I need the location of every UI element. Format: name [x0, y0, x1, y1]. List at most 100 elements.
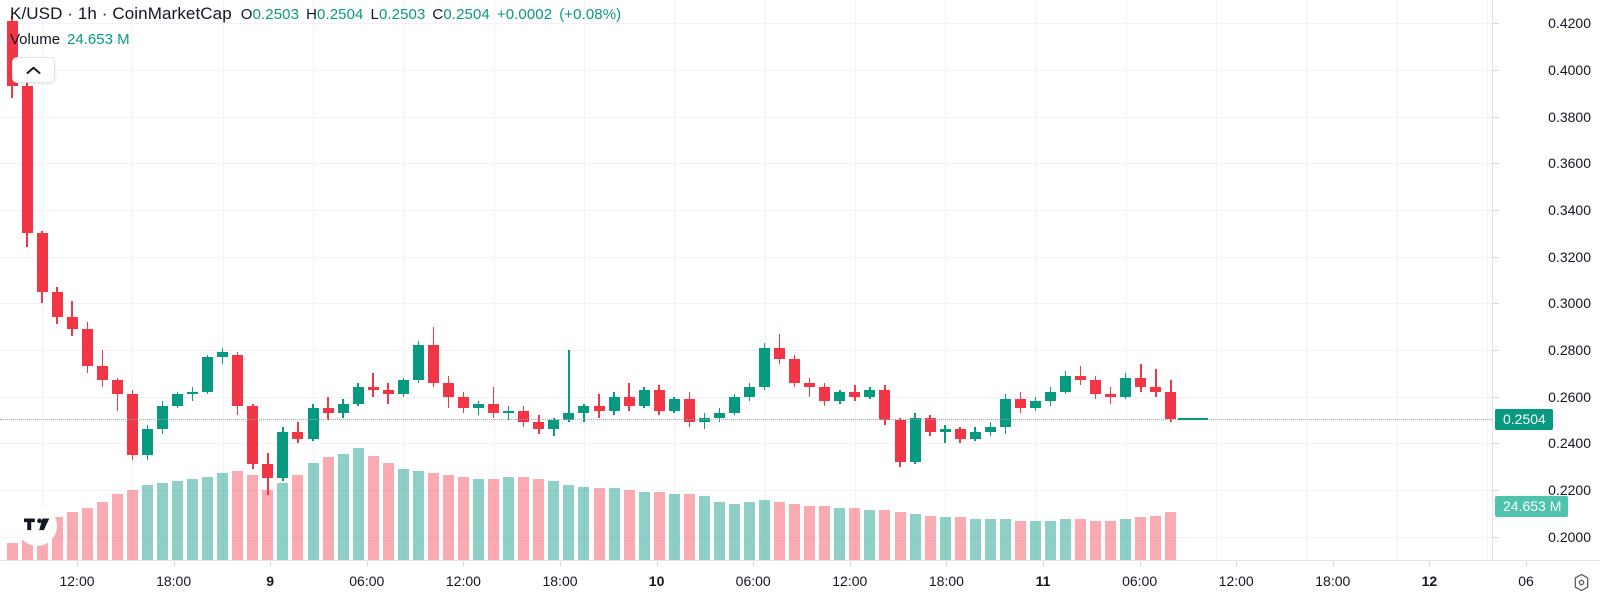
- volume-bar: [683, 494, 695, 560]
- volume-label[interactable]: Volume: [10, 31, 61, 48]
- volume-bar: [789, 503, 801, 560]
- volume-bar: [774, 501, 786, 560]
- candle-body: [142, 429, 153, 455]
- gridline-horizontal: [0, 396, 1492, 398]
- volume-bar: [187, 478, 199, 560]
- candle-body: [834, 392, 846, 402]
- volume-bar: [999, 519, 1011, 560]
- candle-body: [638, 389, 650, 406]
- gridline-horizontal: [0, 350, 1492, 351]
- time-axis-label: 12:00: [832, 573, 868, 589]
- legend-title-row: K/USD · 1h · CoinMarketCap O0.2503 H0.2504…: [10, 3, 621, 26]
- candle-body: [217, 352, 229, 357]
- gridline-horizontal: [0, 256, 1492, 258]
- volume-bar: [307, 463, 319, 560]
- candle-body: [578, 406, 590, 413]
- candle-body: [307, 408, 319, 439]
- change-absolute: +0.0002: [496, 6, 553, 23]
- time-axis-tick: [1332, 561, 1334, 566]
- candle-body: [172, 394, 184, 406]
- price-axis-label: 0.2600: [1548, 388, 1591, 405]
- volume-bar: [713, 501, 725, 560]
- volume-bar: [578, 486, 590, 560]
- time-axis-label: 18:00: [156, 573, 192, 589]
- gridline-horizontal: [0, 443, 1492, 445]
- price-axis-label: 0.3800: [1548, 108, 1591, 125]
- candle-body: [1150, 387, 1162, 392]
- low-value: 0.2503: [378, 6, 426, 23]
- time-axis-label: 12:00: [445, 573, 481, 589]
- volume-bar: [728, 503, 740, 560]
- price-axis-label: 0.2000: [1548, 528, 1591, 545]
- candle-body: [96, 366, 108, 381]
- candle-wick: [568, 350, 570, 423]
- gridline-vertical: [403, 0, 405, 560]
- volume-bar: [984, 519, 996, 560]
- candle-body: [292, 431, 304, 439]
- volume-bar: [533, 478, 545, 560]
- price-line-stub: [1177, 418, 1208, 421]
- gridline-vertical: [1486, 0, 1488, 560]
- chevron-up-icon: [26, 66, 41, 74]
- volume-bar: [744, 501, 755, 560]
- settings-button[interactable]: [1570, 571, 1592, 593]
- symbol-title[interactable]: K/USD · 1h · CoinMarketCap: [10, 4, 232, 23]
- price-axis-tick: [1493, 23, 1499, 25]
- time-axis-tick: [1526, 561, 1527, 566]
- candle-body: [608, 396, 620, 411]
- time-axis-tick: [1139, 561, 1141, 566]
- candle-body: [894, 420, 906, 462]
- gridline-vertical: [854, 0, 856, 560]
- volume-bar: [864, 509, 876, 560]
- volume-bar: [458, 476, 469, 560]
- candle-body: [6, 21, 18, 87]
- tradingview-logo[interactable]: [17, 506, 57, 546]
- volume-bar: [126, 490, 138, 560]
- volume-bar: [909, 513, 921, 560]
- chart-plot-area[interactable]: [0, 0, 1492, 560]
- time-axis-tick: [366, 561, 368, 566]
- price-axis-tick: [1493, 443, 1499, 445]
- candle-body: [518, 410, 530, 423]
- volume-bar: [879, 509, 891, 560]
- time-axis-label: 06:00: [1122, 573, 1158, 589]
- gridline-vertical: [1216, 0, 1217, 560]
- gridline-horizontal: [0, 23, 1492, 25]
- price-axis-tick: [1493, 350, 1499, 351]
- candle-wick: [944, 424, 946, 444]
- time-axis-tick: [560, 561, 561, 566]
- price-axis-tick: [1493, 490, 1499, 491]
- candle-body: [1060, 375, 1071, 392]
- volume-bar: [638, 492, 650, 560]
- volume-bar: [142, 484, 153, 560]
- volume-bar: [1060, 519, 1071, 560]
- chart-legend: K/USD · 1h · CoinMarketCap O0.2503 H0.2504…: [10, 3, 621, 50]
- price-axis[interactable]: 0.4200 0.4000 0.3800 0.3600 0.3400 0.3200 0.30…: [1492, 0, 1600, 560]
- volume-bar: [217, 472, 229, 560]
- volume-bar: [352, 447, 364, 560]
- time-axis-tick: [656, 561, 658, 566]
- candle-body: [744, 387, 755, 397]
- candle-body: [367, 387, 379, 390]
- candle-body: [819, 387, 831, 402]
- price-axis-label: 0.2400: [1548, 435, 1591, 452]
- candle-body: [804, 382, 816, 388]
- time-axis[interactable]: 12:00 18:00 9 06:00 12:00 18:00 10 06:00 12:00 18…: [0, 560, 1600, 602]
- close-label: C: [432, 6, 444, 23]
- gridline-vertical: [1396, 0, 1398, 560]
- volume-bar: [894, 511, 906, 560]
- volume-bar: [759, 500, 770, 560]
- gear-icon: [1574, 573, 1588, 591]
- candle-body: [337, 403, 349, 413]
- price-axis-label: 0.3200: [1548, 248, 1591, 265]
- low-label: L: [370, 6, 379, 23]
- volume-bar: [382, 463, 394, 560]
- candle-body: [593, 406, 605, 411]
- volume-bar: [593, 488, 605, 560]
- volume-bar: [232, 471, 244, 560]
- volume-bar: [924, 515, 936, 560]
- volume-bar: [1105, 521, 1117, 560]
- collapse-pane-button[interactable]: [12, 57, 55, 83]
- candle-body: [1075, 375, 1086, 381]
- volume-bar: [427, 472, 439, 560]
